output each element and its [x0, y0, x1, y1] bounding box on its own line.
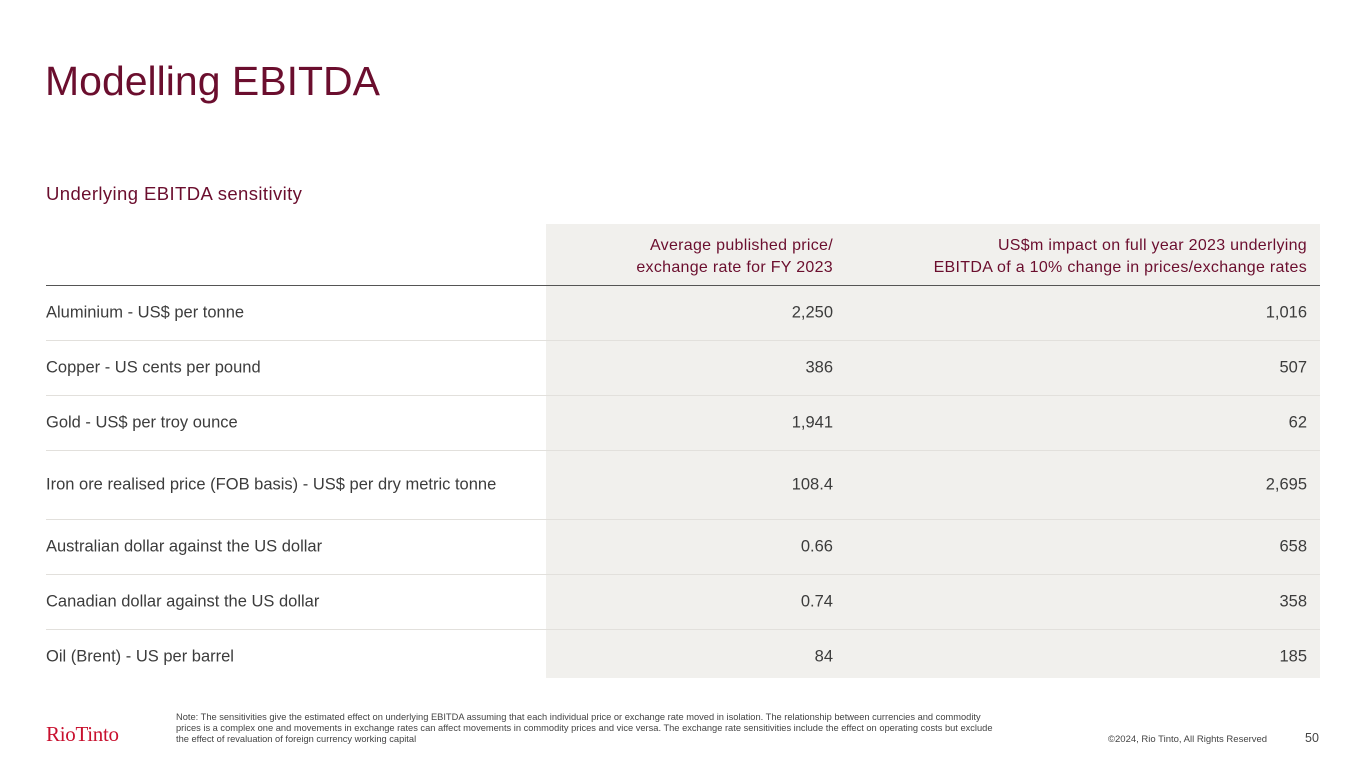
table-row-canadian-dollar: Canadian dollar against the US dollar 0.… — [46, 575, 1320, 630]
row-label: Canadian dollar against the US dollar — [46, 592, 320, 611]
row-price: 386 — [805, 358, 833, 377]
page-title: Modelling EBITDA — [45, 58, 380, 104]
row-label: Australian dollar against the US dollar — [46, 537, 323, 556]
header-average-price: Average published price/ exchange rate f… — [636, 235, 833, 279]
row-label: Oil (Brent) - US per barrel — [46, 647, 234, 666]
value-columns-shade — [546, 224, 1320, 678]
row-impact: 1,016 — [1265, 303, 1307, 322]
table-row-iron-ore: Iron ore realised price (FOB basis) - US… — [46, 451, 1320, 520]
rio-tinto-logo: RioTinto — [46, 722, 119, 746]
row-label: Iron ore realised price (FOB basis) - US… — [46, 475, 497, 494]
table-row-oil: Oil (Brent) - US per barrel 84 185 — [46, 630, 1320, 684]
row-label: Copper - US cents per pound — [46, 358, 261, 377]
header-ebitda-impact-line1: US$m impact on full year 2023 underlying — [997, 237, 1307, 254]
row-price: 1,941 — [791, 413, 833, 432]
header-average-price-line2: exchange rate for FY 2023 — [636, 259, 833, 276]
sensitivity-table: Average published price/ exchange rate f… — [46, 224, 1320, 684]
header-ebitda-impact-line2: EBITDA of a 10% change in prices/exchang… — [933, 259, 1307, 276]
table-row-copper: Copper - US cents per pound 386 507 — [46, 341, 1320, 396]
row-impact: 658 — [1279, 537, 1307, 556]
header-ebitda-impact: US$m impact on full year 2023 underlying… — [934, 235, 1307, 279]
row-price: 84 — [814, 647, 833, 666]
table-subtitle: Underlying EBITDA sensitivity — [46, 183, 303, 204]
row-impact: 185 — [1279, 647, 1307, 666]
row-impact: 2,695 — [1265, 475, 1307, 494]
row-price: 2,250 — [791, 303, 833, 322]
row-price: 108.4 — [791, 475, 833, 494]
row-price: 0.74 — [800, 592, 833, 611]
row-price: 0.66 — [800, 537, 833, 556]
page-number: 50 — [1305, 731, 1319, 745]
footnote: Note: The sensitivities give the estimat… — [176, 712, 993, 744]
table-row-aluminium: Aluminium - US$ per tonne 2,250 1,016 — [46, 286, 1320, 341]
row-impact: 507 — [1279, 358, 1307, 377]
row-label: Aluminium - US$ per tonne — [46, 303, 245, 322]
table-row-australian-dollar: Australian dollar against the US dollar … — [46, 520, 1320, 575]
row-impact: 358 — [1279, 592, 1307, 611]
header-average-price-line1: Average published price/ — [649, 237, 833, 254]
table-header-row: Average published price/ exchange rate f… — [46, 224, 1320, 286]
row-impact: 62 — [1288, 413, 1307, 432]
row-label: Gold - US$ per troy ounce — [46, 413, 238, 432]
table-row-gold: Gold - US$ per troy ounce 1,941 62 — [46, 396, 1320, 451]
copyright-notice: ©2024, Rio Tinto, All Rights Reserved — [1108, 734, 1268, 745]
